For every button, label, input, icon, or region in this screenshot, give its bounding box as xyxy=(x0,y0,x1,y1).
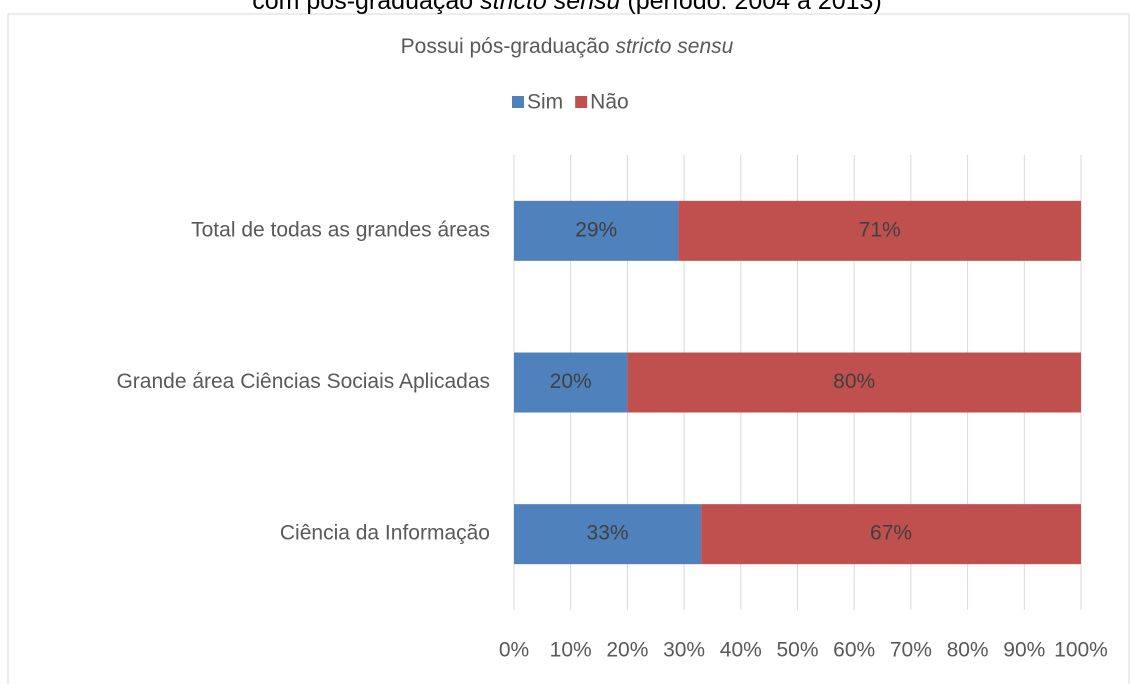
bar-segment xyxy=(627,352,1081,413)
x-tick-label: 70% xyxy=(890,639,932,662)
title-part: (período: 2004 a 2013) xyxy=(620,0,881,15)
y-tick-label: Total de todas as grandes áreas xyxy=(191,218,490,241)
title-part: stricto sensu xyxy=(480,0,620,15)
subtitle-part: Possui pós-graduação xyxy=(401,35,616,58)
data-label: 80% xyxy=(833,370,875,393)
bar-segment xyxy=(514,200,679,261)
data-label: 20% xyxy=(550,370,592,393)
bar-segment xyxy=(678,200,1081,261)
x-tick-label: 40% xyxy=(720,639,762,662)
bar-segment xyxy=(514,504,702,565)
bar-segment xyxy=(701,504,1081,565)
x-tick-label: 10% xyxy=(550,639,592,662)
data-label: 29% xyxy=(575,218,617,241)
x-tick-label: 30% xyxy=(663,639,705,662)
x-tick-label: 80% xyxy=(947,639,989,662)
subtitle-part: stricto sensu xyxy=(615,35,733,58)
x-tick-label: 100% xyxy=(1054,639,1108,662)
bar-segment xyxy=(514,352,628,413)
x-tick-label: 20% xyxy=(606,639,648,662)
data-label: 71% xyxy=(859,218,901,241)
legend-label: Sim xyxy=(527,91,563,114)
chart-frame xyxy=(7,13,1130,684)
x-tick-label: 60% xyxy=(833,639,875,662)
legend-label: Não xyxy=(590,91,629,114)
title-part: com pós-graduação xyxy=(252,0,480,15)
x-tick-label: 90% xyxy=(1003,639,1045,662)
x-tick-label: 0% xyxy=(499,639,529,662)
x-tick-label: 50% xyxy=(776,639,818,662)
legend-swatch xyxy=(512,96,524,108)
data-label: 67% xyxy=(870,522,912,545)
chart-title: com pós-graduação stricto sensu (período… xyxy=(252,0,882,15)
y-tick-label: Ciência da Informação xyxy=(280,522,490,545)
chart-subtitle: Possui pós-graduação stricto sensu xyxy=(401,35,734,58)
data-label: 33% xyxy=(587,522,629,545)
y-tick-label: Grande área Ciências Sociais Aplicadas xyxy=(116,370,490,393)
legend-swatch xyxy=(575,96,588,108)
